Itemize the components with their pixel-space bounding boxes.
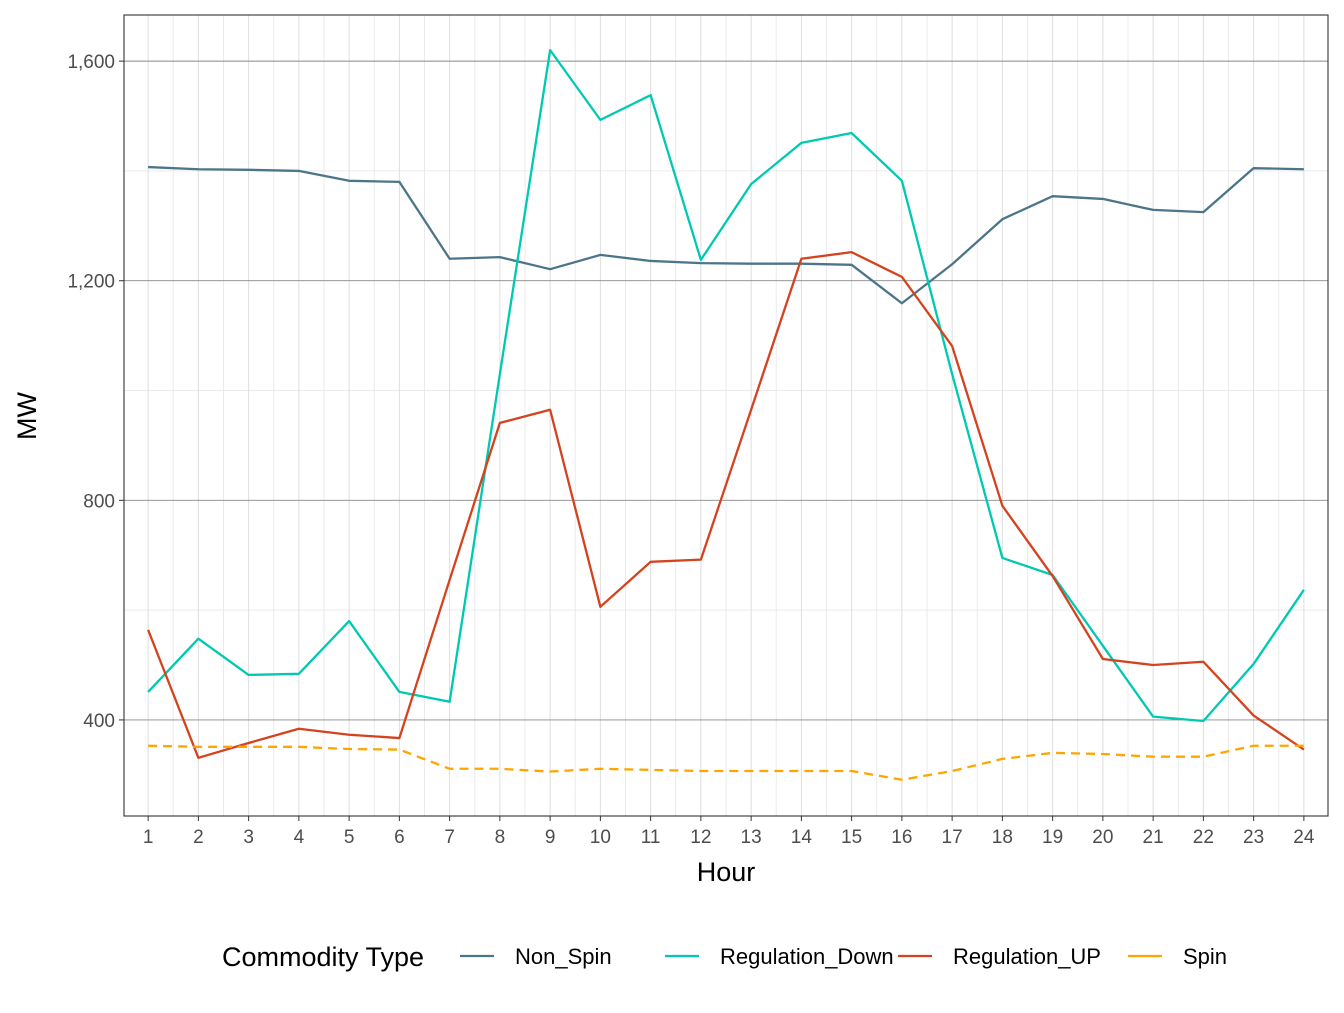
legend: Commodity Type Non_Spin Regulation_Down Re… [222,942,1227,972]
x-tick-label: 1 [143,827,154,848]
x-tick-label: 16 [891,827,912,848]
series-lines [147,48,1305,781]
x-tick-label: 19 [1042,827,1063,848]
legend-title: Commodity Type [222,942,424,972]
x-tick-label: 7 [444,827,455,848]
x-tick-label: 21 [1143,827,1164,848]
grid [124,15,1328,816]
x-tick-label: 2 [193,827,204,848]
x-tick-label: 18 [992,827,1013,848]
x-tick-label: 5 [344,827,355,848]
y-axis: 400 800 1,200 1,600 [67,52,124,732]
x-tick-label: 4 [294,827,305,848]
legend-label: Spin [1183,944,1227,969]
x-tick-label: 14 [791,827,813,848]
y-tick-label: 800 [83,491,115,512]
series-line-non-spin [148,165,1304,305]
x-tick-label: 10 [590,827,611,848]
x-tick-label: 20 [1092,827,1113,848]
legend-label: Regulation_Down [720,944,894,969]
x-tick-label: 6 [394,827,405,848]
x-tick-label: 15 [841,827,862,848]
x-tick-label: 13 [741,827,762,848]
x-tick-label: 9 [545,827,556,848]
legend-label: Regulation_UP [953,944,1101,969]
y-tick-label: 1,600 [67,52,115,73]
plot-border [123,14,1329,817]
series-line-regulation-up [147,251,1305,759]
x-tick-label: 3 [243,827,254,848]
x-tick-label: 8 [495,827,506,848]
x-tick-label: 12 [690,827,711,848]
series-line-regulation-down [147,48,1305,723]
y-tick-label: 1,200 [67,272,115,293]
x-tick-label: 24 [1293,827,1315,848]
x-axis: 1 2 3 4 5 6 7 8 9 10 11 12 13 14 15 16 17 18 19 20 21 22 23 24 [143,816,1315,848]
x-tick-label: 17 [942,827,963,848]
x-tick-label: 23 [1243,827,1264,848]
legend-label: Non_Spin [515,944,612,969]
x-axis-label: Hour [697,857,756,887]
x-tick-label: 22 [1193,827,1214,848]
y-axis-label: MW [12,392,42,440]
x-tick-label: 11 [641,827,661,848]
y-tick-label: 400 [83,711,115,732]
